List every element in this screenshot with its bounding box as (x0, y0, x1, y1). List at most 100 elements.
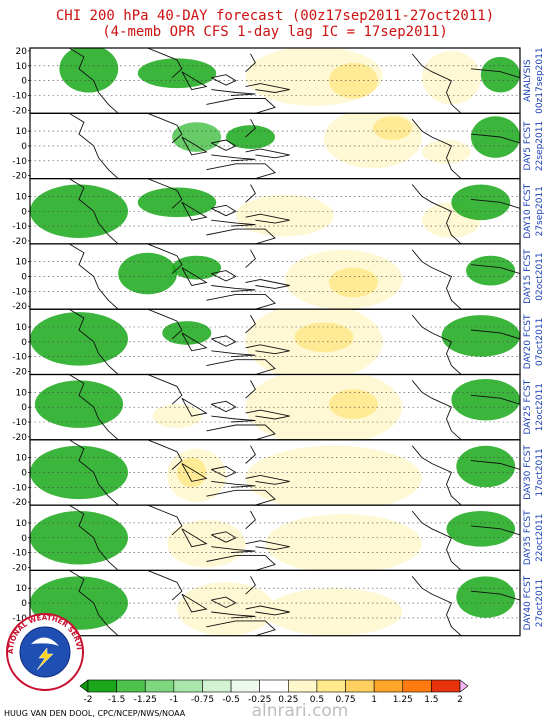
coastline (245, 53, 256, 73)
coastline (211, 480, 256, 488)
coastline (245, 445, 256, 464)
coastline (206, 98, 276, 114)
colorbar-box (402, 679, 432, 693)
colorbar-box (431, 679, 461, 693)
panel-date: 27sep2011 (535, 186, 545, 236)
y-tick-label: 0 (21, 599, 27, 609)
coastline (181, 593, 208, 613)
y-tick-label: 0 (21, 338, 27, 348)
panel-label: DAY20 FCST (523, 314, 533, 369)
panel-date: 02oct2011 (535, 252, 545, 300)
anomaly-blob (152, 404, 202, 428)
coastline (211, 546, 256, 554)
coastline (245, 83, 290, 93)
coastline (68, 505, 119, 571)
panel-date: 22sep2011 (535, 121, 545, 171)
coastline (411, 314, 462, 375)
y-tick-label: -10 (12, 483, 27, 493)
coastline (245, 605, 290, 616)
anomaly-blob (177, 582, 275, 636)
colorbar-box (373, 679, 404, 693)
anomaly-blob (226, 125, 275, 149)
forecast-panels: 20 10 0 -10 -20 ANALYSIS 00z17sep2011 10 0 -10 -20… (12, 47, 545, 639)
panel-label: DAY15 FCST (523, 249, 533, 304)
anomaly-blob (265, 514, 422, 571)
coastline (147, 113, 183, 144)
y-tick-label: -20 (12, 433, 27, 443)
chart-title-line2: (4-memb OPR CFS 1-day lag IC = 17sep2011… (102, 24, 448, 40)
colorbar-label: -0.5 (222, 695, 240, 705)
coastline (470, 394, 520, 405)
panel-label: DAY25 FCST (523, 379, 533, 434)
credit-text: HUUG VAN DEN DOOL, CPC/NCEP/NWS/NOAA (4, 709, 186, 718)
coastline (211, 89, 256, 96)
coastline (181, 528, 208, 548)
y-tick-label: -10 (12, 157, 27, 167)
coastline (211, 400, 237, 413)
y-tick-label: -20 (12, 563, 27, 573)
colorbar: -2 -1.5 -1.25 -1 -0.75 -0.5 -0.25 0.25 0.5 0.75 1 1… (79, 679, 469, 705)
coastline (211, 350, 256, 358)
coastline (181, 267, 208, 287)
anomaly-blob (451, 378, 520, 421)
coastline (411, 118, 462, 179)
colorbar-label: 0.75 (336, 695, 356, 705)
anomaly-blob (422, 50, 481, 105)
anomaly-blob (471, 116, 520, 158)
coastline (211, 596, 237, 608)
coastline (211, 270, 237, 282)
y-tick-label: -20 (12, 237, 27, 247)
y-tick-label: 0 (21, 77, 27, 87)
anomaly-blob (118, 252, 177, 295)
coastline (211, 219, 256, 227)
coastline (206, 293, 276, 310)
anomaly-blob (480, 56, 520, 93)
logo-cloud (31, 637, 59, 646)
coastline (181, 463, 208, 482)
anomaly-blob (466, 255, 516, 286)
panel-label: DAY5 FCST (523, 121, 533, 170)
coastline (411, 576, 462, 636)
coastline (245, 344, 290, 355)
colorbar-label: -0.25 (248, 695, 271, 705)
coastline (206, 228, 276, 244)
y-tick-label: 10 (16, 192, 28, 202)
coastline (206, 489, 276, 506)
anomaly-blob (456, 576, 516, 618)
y-tick-label: 10 (16, 323, 28, 333)
y-tick-label: -10 (12, 614, 27, 624)
coastline (68, 439, 119, 506)
y-tick-label: -10 (12, 549, 27, 559)
colorbar-label: -2 (84, 695, 93, 705)
coastline (68, 374, 119, 440)
coastline (211, 154, 256, 162)
anomaly-blob (245, 445, 422, 506)
coastline (211, 531, 237, 543)
coastline (206, 555, 276, 571)
y-tick-label: 10 (16, 454, 28, 464)
anomaly-blob (30, 312, 128, 366)
panel-label: DAY40 FCST (523, 575, 533, 630)
forecast-panel: 10 0 -10 -20 DAY15 FCST 02oct2011 (12, 243, 545, 312)
colorbar-label: 0.25 (278, 695, 298, 705)
y-tick-label: -20 (12, 302, 27, 312)
panel-date: 12oct2011 (535, 383, 545, 431)
coastline (470, 264, 520, 275)
coastline (245, 380, 256, 399)
coastline (147, 439, 183, 470)
y-tick-label: 0 (21, 534, 27, 544)
colorbar-box (316, 679, 346, 693)
coastline (245, 314, 256, 334)
anomaly-blob (373, 116, 413, 141)
coastline (147, 505, 183, 536)
forecast-panel: 10 0 -10 -20 DAY30 FCST 17oct2011 (12, 439, 545, 508)
coastline (68, 570, 119, 636)
coastline (206, 620, 276, 636)
forecast-panel: 10 0 -10 -20 DAY35 FCST 22oct2011 (12, 504, 545, 573)
coastline (245, 213, 290, 224)
coastline (68, 243, 119, 310)
y-tick-label: 0 (21, 273, 27, 283)
coastline (181, 136, 208, 156)
coastline (245, 510, 256, 530)
coastline (211, 204, 237, 217)
